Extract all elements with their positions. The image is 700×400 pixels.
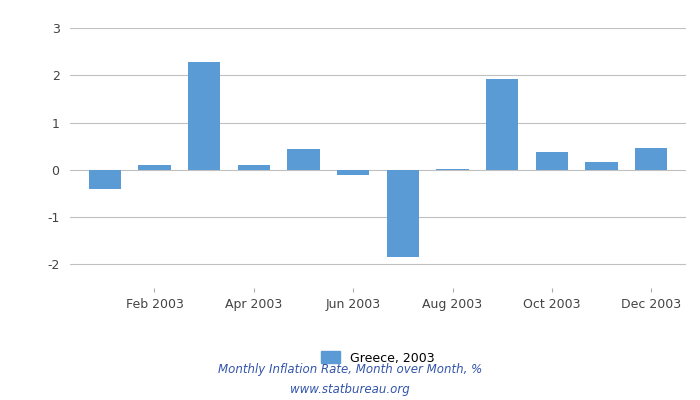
Bar — [585, 162, 617, 170]
Bar — [486, 79, 518, 170]
Text: www.statbureau.org: www.statbureau.org — [290, 384, 410, 396]
Bar — [386, 170, 419, 257]
Bar — [337, 170, 370, 174]
Legend: Greece, 2003: Greece, 2003 — [321, 352, 435, 365]
Text: Monthly Inflation Rate, Month over Month, %: Monthly Inflation Rate, Month over Month… — [218, 364, 482, 376]
Bar — [238, 165, 270, 170]
Bar — [436, 169, 469, 170]
Bar — [188, 62, 220, 170]
Bar — [536, 152, 568, 170]
Bar — [89, 170, 121, 189]
Bar — [139, 165, 171, 170]
Bar — [287, 148, 320, 170]
Bar — [635, 148, 667, 170]
